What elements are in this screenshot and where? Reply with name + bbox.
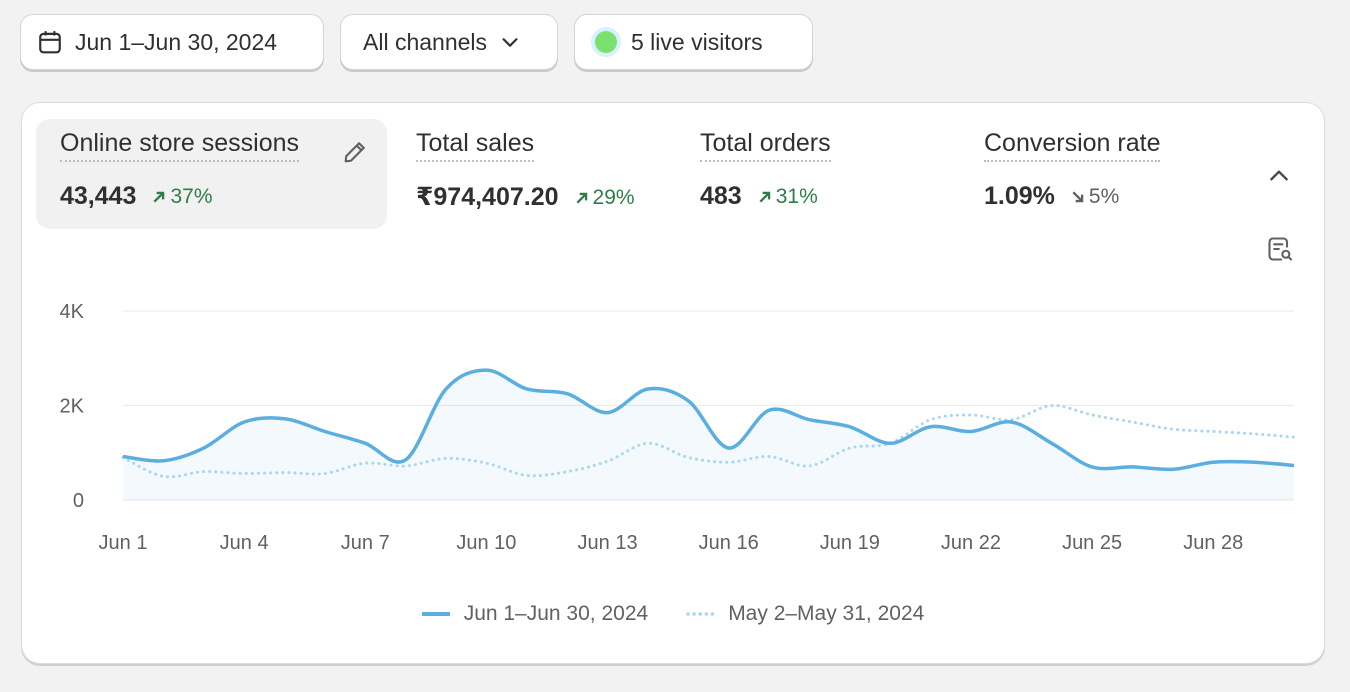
metric-change-value: 31% xyxy=(775,185,818,208)
x-tick-label: Jun 10 xyxy=(456,532,516,554)
metric-tab-total-orders[interactable]: Total orders 483 31% xyxy=(676,119,946,229)
metric-value: ₹974,407.20 xyxy=(416,183,559,211)
metric-change: 37% xyxy=(152,185,213,209)
metric-value: 1.09% xyxy=(984,182,1055,210)
calendar-icon xyxy=(39,31,61,54)
chevron-up-icon[interactable] xyxy=(1266,163,1292,189)
x-tick-label: Jun 13 xyxy=(578,532,638,554)
metric-change: 5% xyxy=(1071,185,1119,209)
report-search-icon[interactable] xyxy=(1266,235,1294,263)
channels-dropdown[interactable]: All channels xyxy=(341,15,557,69)
legend-item-current[interactable]: Jun 1–Jun 30, 2024 xyxy=(421,602,649,626)
legend-solid-line-icon xyxy=(421,612,450,616)
series-current-area xyxy=(123,370,1294,500)
legend-item-previous[interactable]: May 2–May 31, 2024 xyxy=(686,602,924,626)
metric-title: Total orders xyxy=(700,129,831,162)
x-tick-label: Jun 16 xyxy=(699,532,759,554)
metric-title: Online store sessions xyxy=(60,129,300,162)
metric-title: Conversion rate xyxy=(984,129,1161,162)
live-visitors-label: 5 live visitors xyxy=(631,28,763,55)
arrow-up-right-icon xyxy=(153,191,165,203)
x-tick-label: Jun 7 xyxy=(341,532,390,554)
chevron-down-icon xyxy=(502,38,518,47)
arrow-down-right-icon xyxy=(1072,191,1084,203)
channels-label: All channels xyxy=(363,28,488,55)
toolbar: Jun 1–Jun 30, 2024 All channels 5 live v… xyxy=(21,15,812,69)
x-tick-label: Jun 25 xyxy=(1062,532,1122,554)
legend-label: Jun 1–Jun 30, 2024 xyxy=(463,602,649,625)
date-range-label: Jun 1–Jun 30, 2024 xyxy=(75,28,278,55)
metric-value: 43,443 xyxy=(60,182,137,210)
metric-tab-total-sales[interactable]: Total sales ₹974,407.20 29% xyxy=(392,119,672,229)
y-tick-label: 2K xyxy=(60,396,85,418)
arrow-up-right-icon xyxy=(576,192,587,204)
x-tick-label: Jun 22 xyxy=(941,532,1001,554)
x-tick-label: Jun 19 xyxy=(820,532,880,554)
live-status-dot xyxy=(595,31,617,53)
metric-title: Total sales xyxy=(416,129,535,162)
analytics-card: Online store sessions 43,443 37% Total s… xyxy=(22,103,1324,663)
series-current-line xyxy=(122,368,1295,472)
date-range-button[interactable]: Jun 1–Jun 30, 2024 xyxy=(21,15,323,69)
x-tick-label: Jun 28 xyxy=(1183,532,1243,554)
x-tick-label: Jun 4 xyxy=(220,532,269,554)
metric-change: 29% xyxy=(575,186,635,210)
chart-legend: Jun 1–Jun 30, 2024 May 2–May 31, 2024 xyxy=(22,602,1324,626)
metric-change-value: 37% xyxy=(170,185,213,208)
metric-change-value: 29% xyxy=(592,186,635,209)
metric-change-value: 5% xyxy=(1088,185,1120,208)
arrow-up-right-icon xyxy=(759,191,770,203)
live-visitors-button[interactable]: 5 live visitors xyxy=(575,15,812,69)
sessions-line-chart: 0 2K 4K Jun 1 Jun 4 Jun 7 Jun 10 Jun 13 Jun 16 Ju… xyxy=(60,301,1296,554)
legend-dotted-line-icon xyxy=(686,612,715,616)
metric-change: 31% xyxy=(758,185,818,209)
series-previous-line xyxy=(121,403,1296,479)
metric-tab-sessions[interactable]: Online store sessions 43,443 37% xyxy=(36,119,387,229)
y-tick-label: 0 xyxy=(73,490,84,512)
pencil-icon[interactable] xyxy=(341,138,369,166)
legend-label: May 2–May 31, 2024 xyxy=(728,602,925,625)
y-tick-label: 4K xyxy=(60,301,85,323)
metric-tab-conversion-rate[interactable]: Conversion rate 1.09% 5% xyxy=(960,119,1230,229)
metric-value: 483 xyxy=(700,182,742,210)
x-tick-label: Jun 1 xyxy=(99,532,148,554)
